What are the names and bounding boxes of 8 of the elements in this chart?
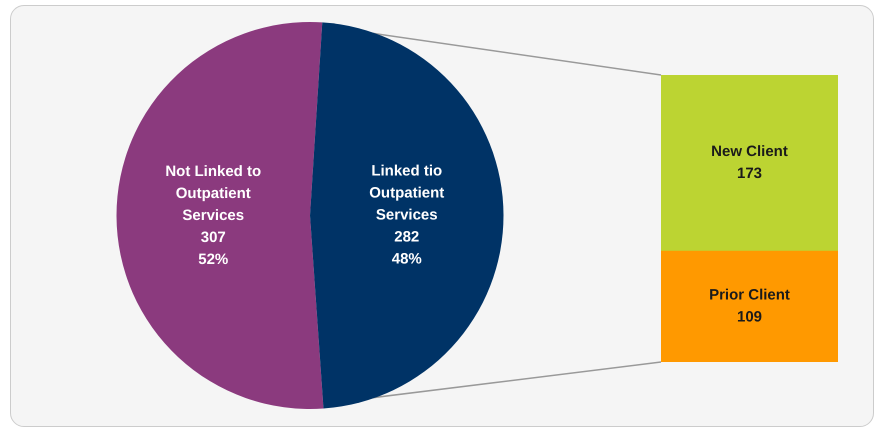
slice-label: Linked tio Outpatient Services (369, 162, 444, 224)
series-label: Prior Client (709, 286, 790, 304)
series-label: New Client (711, 143, 788, 160)
data-label: 282 48% (392, 228, 422, 268)
data-label: 173 (736, 165, 762, 182)
data-label: 307 52% (198, 228, 228, 268)
slice-label: Not Linked to Outpatient Services (165, 162, 262, 224)
data-label: 109 (736, 308, 762, 326)
